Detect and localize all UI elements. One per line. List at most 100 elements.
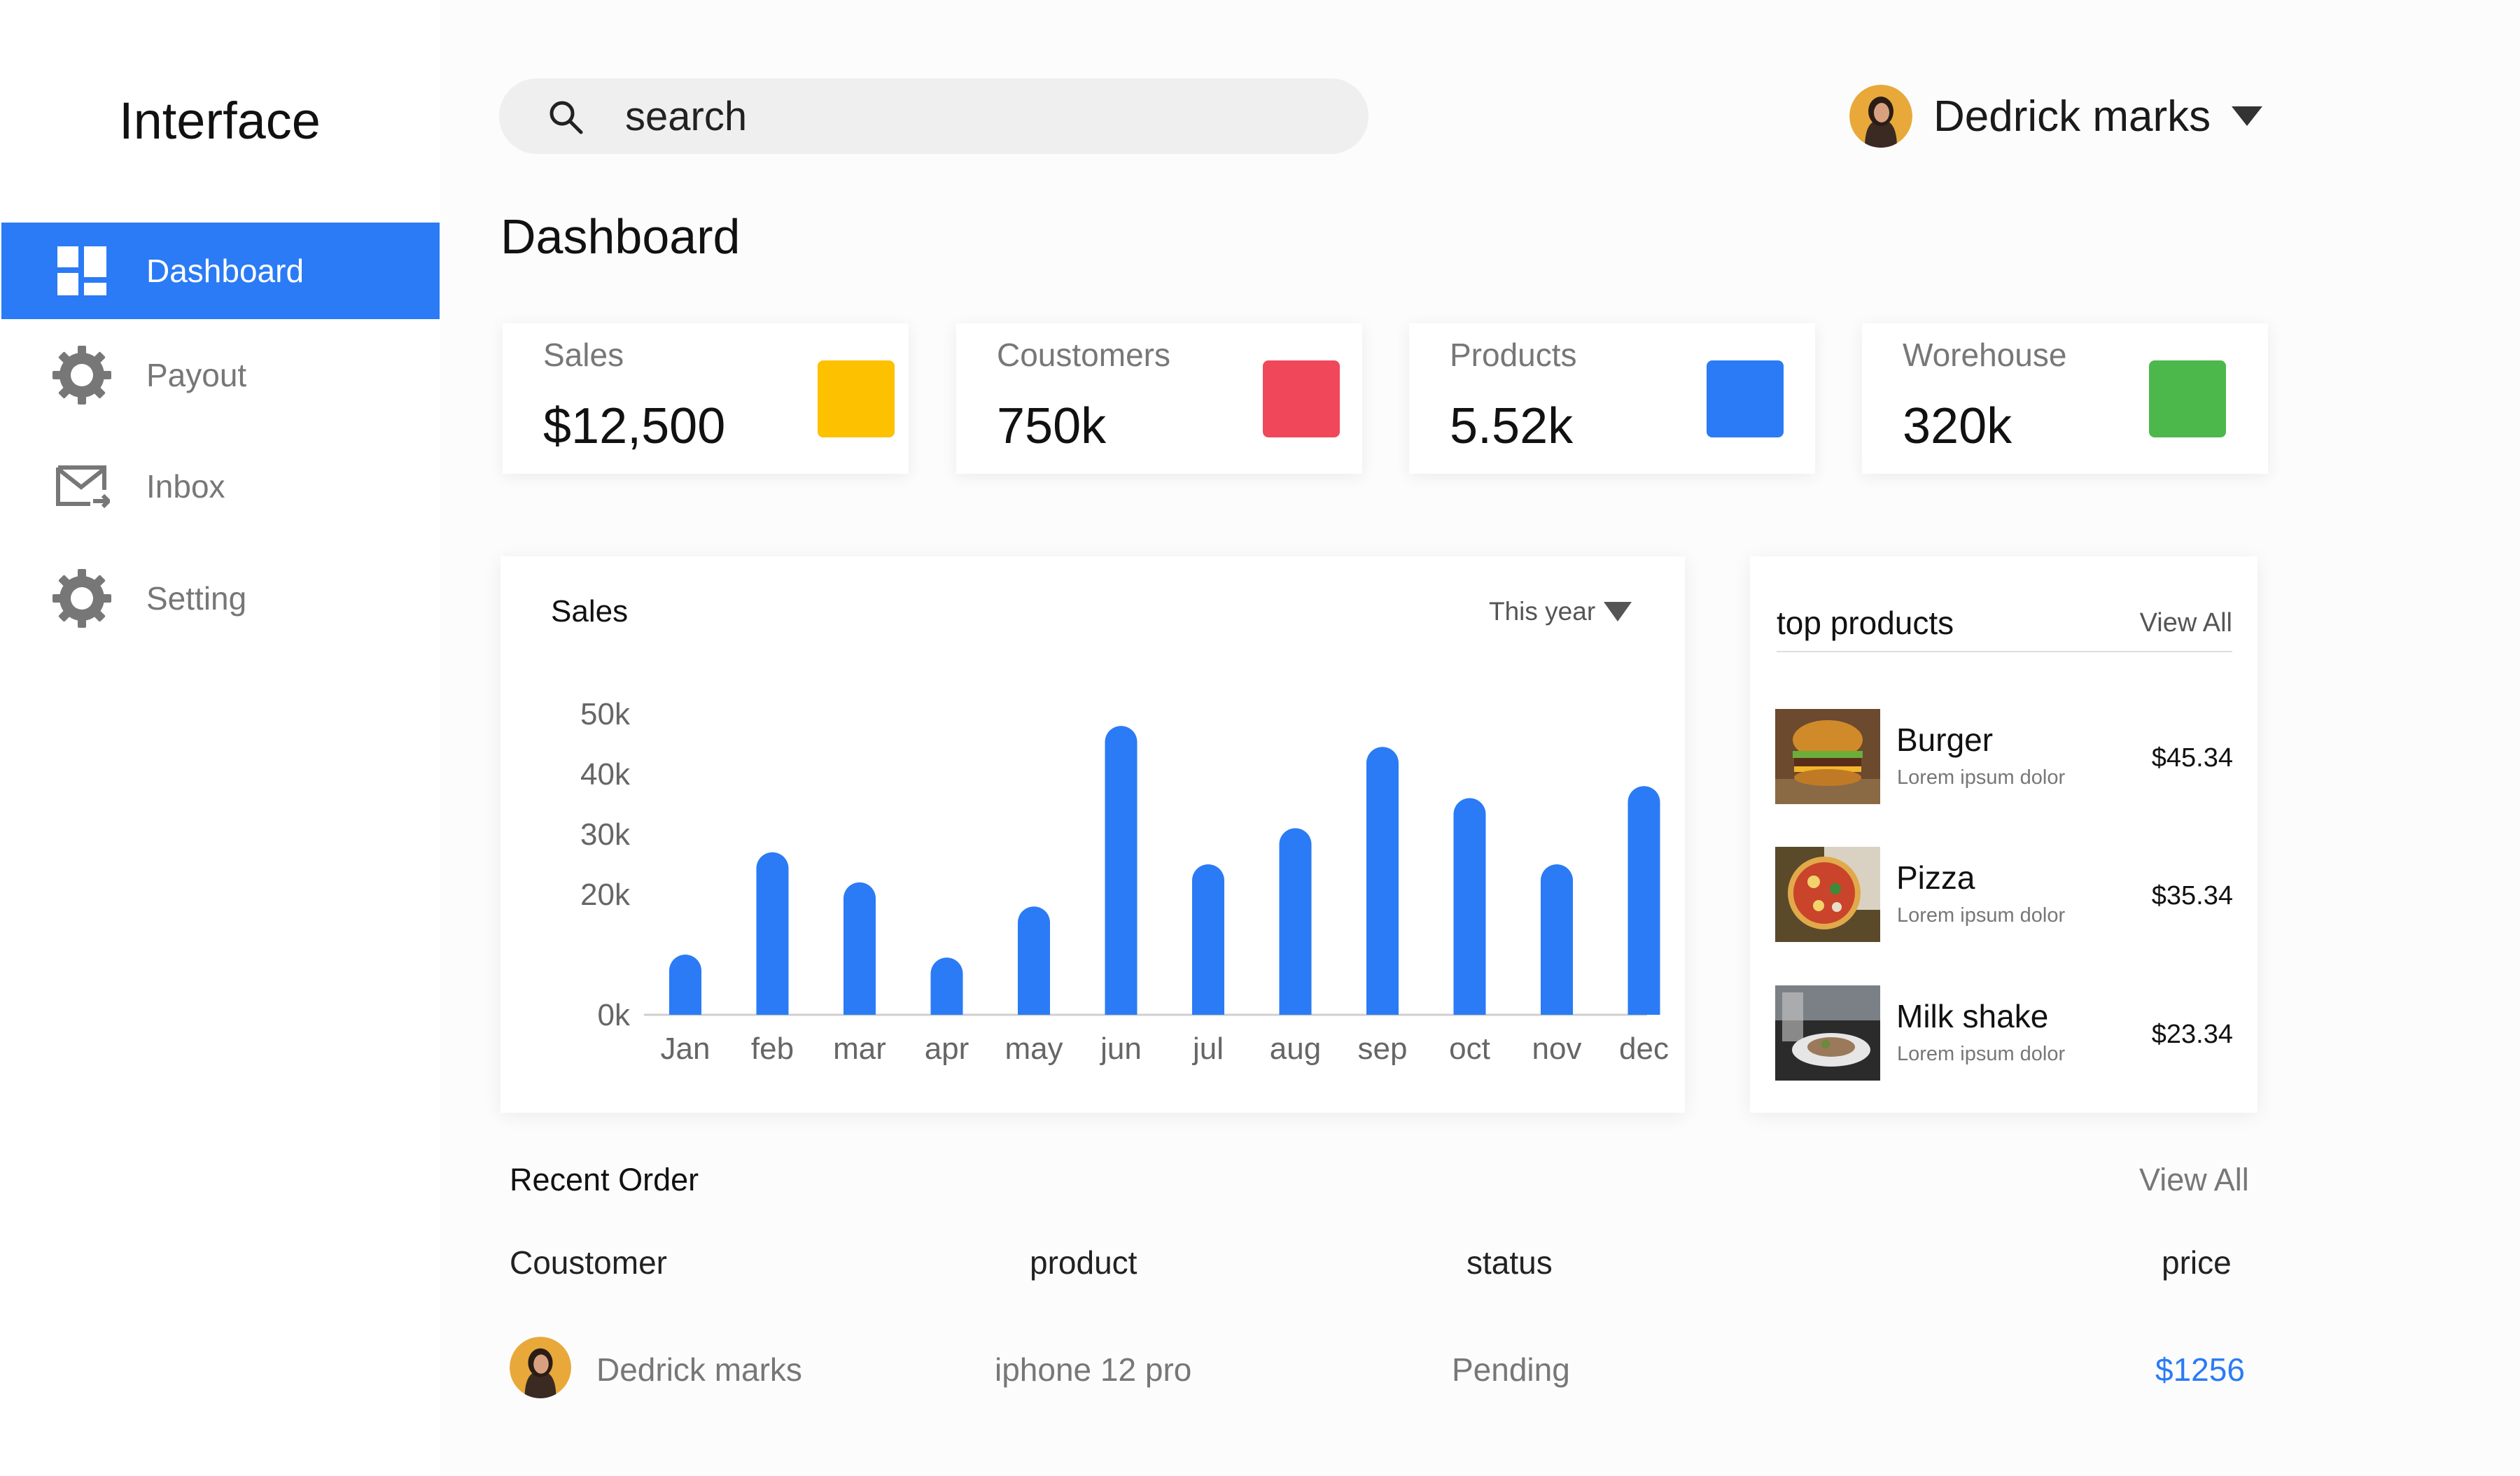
stat-value: 5.52k bbox=[1450, 398, 1574, 454]
x-tick-label: may bbox=[1004, 1032, 1063, 1066]
product-name: Milk shake bbox=[1896, 998, 2049, 1034]
top-products-card: top products View All Burger Lorem ipsum… bbox=[1750, 556, 2258, 1113]
product-description: Lorem ipsum dolor bbox=[1897, 1043, 2066, 1065]
search-bar[interactable] bbox=[499, 78, 1368, 154]
sidebar-item-dashboard[interactable]: Dashboard bbox=[1, 223, 440, 319]
search-icon[interactable] bbox=[547, 98, 586, 137]
chart-bar-base bbox=[756, 998, 789, 1015]
period-label[interactable]: This year bbox=[1489, 597, 1596, 626]
product-item-pizza[interactable]: Pizza Lorem ipsum dolor $35.34 bbox=[1775, 847, 2237, 942]
sidebar-item-setting[interactable]: Setting bbox=[1, 550, 440, 647]
chart-bar-base bbox=[1192, 998, 1224, 1015]
product-item-burger[interactable]: Burger Lorem ipsum dolor $45.34 bbox=[1775, 709, 2237, 804]
x-tick-label: mar bbox=[833, 1032, 886, 1066]
chevron-down-icon[interactable] bbox=[1604, 602, 1632, 621]
stat-card-sales: Sales $12,500 bbox=[503, 323, 909, 474]
product-item-milk-shake[interactable]: Milk shake Lorem ipsum dolor $23.34 bbox=[1775, 985, 2237, 1081]
chart-bar bbox=[1018, 906, 1050, 1015]
chevron-down-icon[interactable] bbox=[2232, 106, 2263, 126]
chart-bar bbox=[844, 882, 876, 1015]
product-price: $35.34 bbox=[2151, 881, 2233, 911]
user-menu[interactable]: Dedrick marks bbox=[1849, 83, 2263, 150]
chart-bar bbox=[1628, 786, 1660, 1015]
product-price: $23.34 bbox=[2151, 1020, 2233, 1049]
stat-color-swatch bbox=[1707, 360, 1784, 437]
x-tick-label: jun bbox=[1099, 1032, 1142, 1066]
stat-label: Products bbox=[1450, 337, 1577, 373]
x-tick-label: apr bbox=[925, 1032, 969, 1066]
chart-bar bbox=[1279, 828, 1312, 1015]
y-tick-label: 20k bbox=[580, 878, 631, 912]
period-dropdown[interactable]: This year bbox=[1489, 597, 1632, 626]
pizza-image bbox=[1775, 847, 1880, 942]
chart-bar bbox=[1366, 747, 1399, 1015]
chart-bar-base bbox=[1279, 998, 1312, 1015]
stat-label: Coustomers bbox=[997, 337, 1170, 373]
stat-color-swatch bbox=[2149, 360, 2226, 437]
chart-bar-base bbox=[1628, 998, 1660, 1015]
sidebar: Interface Dashboard bbox=[0, 0, 440, 1476]
gear-icon bbox=[50, 344, 113, 407]
sidebar-item-inbox[interactable]: Inbox bbox=[1, 438, 440, 535]
gear-icon bbox=[50, 567, 113, 630]
stat-value: 320k bbox=[1903, 398, 2012, 454]
stat-label: Worehouse bbox=[1903, 337, 2067, 373]
column-header-customer: Coustomer bbox=[510, 1244, 667, 1281]
product-price: $45.34 bbox=[2151, 743, 2233, 773]
recent-orders-title: Recent Order bbox=[510, 1162, 699, 1197]
column-header-status: status bbox=[1466, 1244, 1553, 1281]
divider bbox=[1777, 651, 2232, 652]
stat-card-products: Products 5.52k bbox=[1409, 323, 1815, 474]
top-products-view-all-link[interactable]: View All bbox=[2139, 608, 2232, 638]
x-tick-label: Jan bbox=[661, 1032, 710, 1066]
brand-logo-text: Interface bbox=[119, 92, 321, 150]
y-tick-label: 0k bbox=[598, 998, 631, 1032]
avatar bbox=[510, 1337, 571, 1398]
product-name: Pizza bbox=[1896, 859, 1975, 896]
stat-value: 750k bbox=[997, 398, 1107, 454]
x-tick-label: aug bbox=[1270, 1032, 1321, 1066]
x-tick-label: jul bbox=[1191, 1032, 1224, 1066]
y-tick-label: 30k bbox=[580, 817, 631, 852]
sales-bar-chart: 0k 20k 30k 40k 50k Jan feb mar apr may jun jul aug se… bbox=[580, 697, 1669, 1066]
chart-bar bbox=[1105, 726, 1138, 1015]
sidebar-item-payout[interactable]: Payout bbox=[1, 327, 440, 423]
top-products-title: top products bbox=[1777, 605, 1954, 641]
milk-shake-image bbox=[1775, 985, 1880, 1081]
chart-bar bbox=[1541, 864, 1573, 1015]
column-header-price: price bbox=[2162, 1244, 2232, 1281]
y-tick-label: 40k bbox=[580, 757, 631, 792]
chart-bar-base bbox=[1105, 998, 1138, 1015]
order-product: iphone 12 pro bbox=[995, 1351, 1192, 1388]
recent-orders-view-all-link[interactable]: View All bbox=[2139, 1162, 2249, 1197]
x-tick-label: dec bbox=[1619, 1032, 1669, 1066]
chart-bar bbox=[1192, 864, 1224, 1015]
chart-title: Sales bbox=[551, 594, 629, 628]
chart-bar-base bbox=[669, 998, 701, 1015]
order-customer: Dedrick marks bbox=[596, 1351, 802, 1388]
product-name: Burger bbox=[1896, 722, 1994, 758]
mail-icon bbox=[50, 455, 113, 518]
product-description: Lorem ipsum dolor bbox=[1897, 904, 2066, 927]
stat-color-swatch bbox=[818, 360, 895, 437]
chart-bar bbox=[1453, 798, 1486, 1015]
x-tick-label: sep bbox=[1358, 1032, 1408, 1066]
stat-color-swatch bbox=[1263, 360, 1340, 437]
x-tick-label: feb bbox=[751, 1032, 794, 1066]
user-name[interactable]: Dedrick marks bbox=[1933, 92, 2211, 141]
order-price[interactable]: $1256 bbox=[2155, 1351, 2245, 1388]
search-input[interactable] bbox=[625, 91, 1325, 141]
burger-image bbox=[1775, 709, 1880, 804]
sidebar-item-label: Inbox bbox=[146, 468, 225, 505]
order-status: Pending bbox=[1452, 1351, 1570, 1388]
chart-bar-base bbox=[1541, 998, 1573, 1015]
sidebar-item-label: Payout bbox=[146, 357, 247, 393]
stat-card-customers: Coustomers 750k bbox=[956, 323, 1362, 474]
chart-bar-base bbox=[844, 998, 876, 1015]
column-header-product: product bbox=[1030, 1244, 1138, 1281]
sidebar-item-label: Setting bbox=[146, 580, 247, 617]
avatar[interactable] bbox=[1849, 85, 1912, 148]
dashboard-icon bbox=[50, 239, 113, 302]
stat-value: $12,500 bbox=[543, 398, 726, 454]
product-description: Lorem ipsum dolor bbox=[1897, 766, 2066, 789]
